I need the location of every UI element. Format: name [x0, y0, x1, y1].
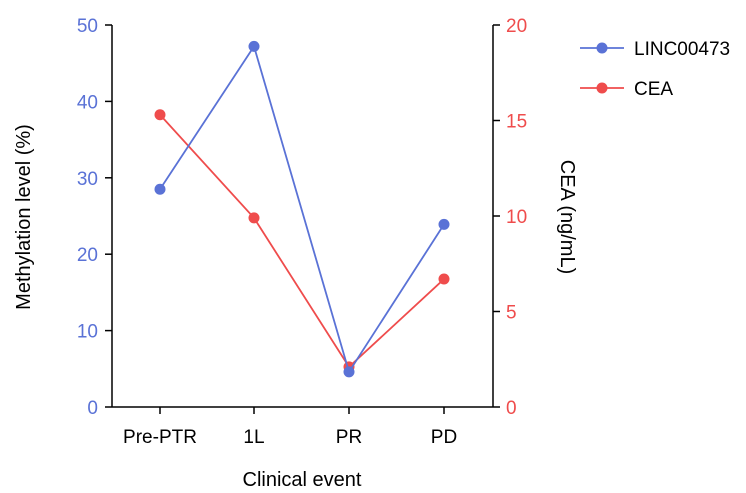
legend-label: CEA — [634, 79, 673, 100]
series-line — [159, 44, 445, 375]
data-point — [154, 109, 166, 121]
left-y-tick-label: 50 — [77, 16, 98, 37]
data-point — [248, 212, 260, 224]
legend: LINC00473 CEA — [580, 39, 730, 100]
x-tick-label: PD — [431, 427, 457, 448]
data-point — [438, 218, 450, 230]
series-layer — [154, 40, 450, 378]
data-point — [438, 273, 450, 285]
left-y-tick-label: 10 — [77, 322, 98, 343]
legend-item: LINC00473 — [580, 39, 730, 60]
axes: 0 10 20 30 40 50 0 5 10 15 20 Pre-PTR 1L PR PD — [77, 16, 527, 448]
right-y-tick-label: 20 — [506, 16, 527, 37]
legend-item: CEA — [580, 79, 673, 100]
legend-label: LINC00473 — [634, 39, 730, 60]
left-y-tick-label: 20 — [77, 245, 98, 266]
right-y-tick-label: 0 — [506, 398, 517, 419]
left-y-tick-label: 40 — [77, 92, 98, 113]
right-y-tick-label: 15 — [506, 112, 527, 133]
series-cea — [154, 109, 450, 373]
data-point — [154, 183, 166, 195]
series-linc00473 — [154, 40, 450, 378]
legend-marker — [596, 42, 608, 54]
data-point — [343, 366, 355, 378]
left-y-tick-label: 30 — [77, 169, 98, 190]
x-tick-label: 1L — [243, 427, 264, 448]
x-axis-title: Clinical event — [243, 469, 362, 491]
x-tick-label: Pre-PTR — [123, 427, 197, 448]
left-y-tick-label: 0 — [87, 398, 98, 419]
data-point — [248, 40, 260, 52]
legend-marker — [596, 82, 608, 94]
left-y-axis-title: Methylation level (%) — [13, 124, 35, 310]
right-y-axis-title: CEA (ng/mL) — [556, 160, 578, 274]
x-tick-label: PR — [336, 427, 362, 448]
series-line — [159, 114, 445, 369]
right-y-tick-label: 5 — [506, 303, 517, 324]
right-y-tick-label: 10 — [506, 207, 527, 228]
